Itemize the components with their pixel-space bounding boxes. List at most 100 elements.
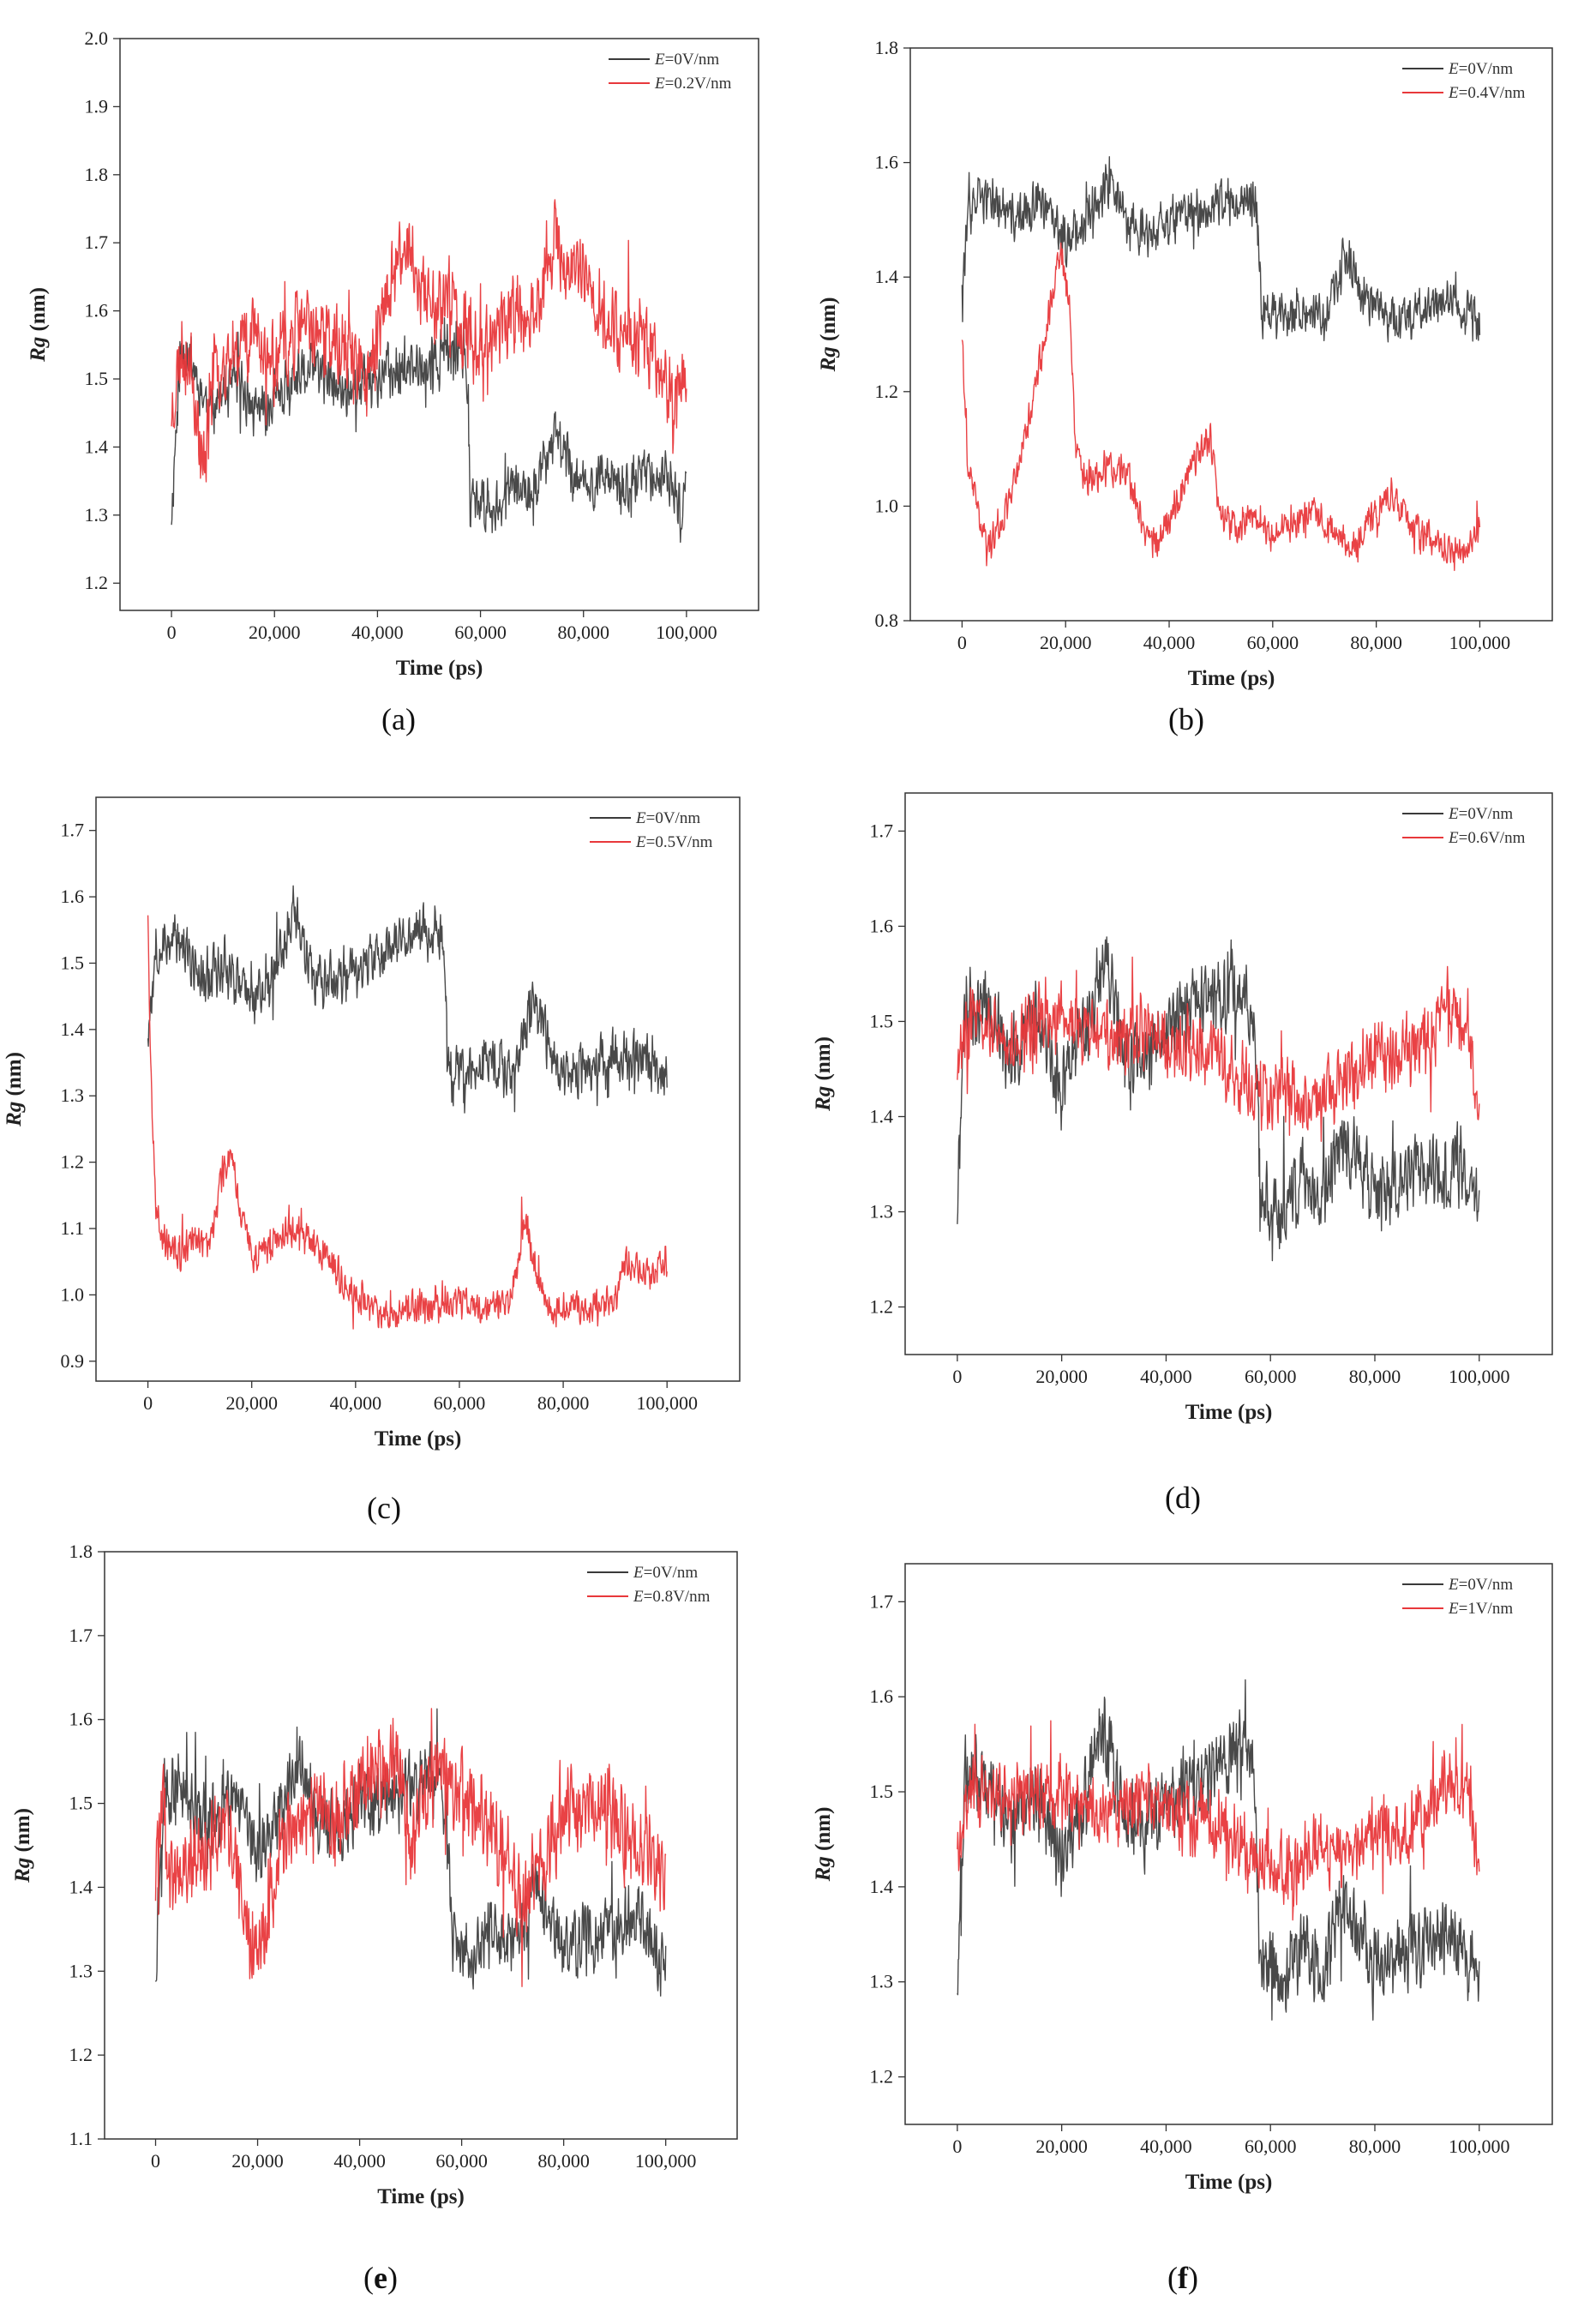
chart-c-y-axis-title-unit: (nm) bbox=[3, 1052, 26, 1102]
caption-f-open: ( bbox=[1167, 2261, 1178, 2295]
chart-b-frame bbox=[909, 47, 1553, 622]
chart-c-series-0-line bbox=[147, 885, 668, 1114]
chart-b-y-tick-label-4: 1.6 bbox=[875, 152, 899, 173]
chart-d-x-tick-label-0: 0 bbox=[952, 1366, 962, 1387]
chart-a-x-axis-title: Time (ps) bbox=[396, 657, 483, 680]
chart-b-legend-value-0: =0V/nm bbox=[1459, 60, 1514, 78]
chart-a-y-axis-title: Rg (nm) bbox=[27, 287, 50, 363]
chart-c-y-tick-label-1: 1.0 bbox=[61, 1283, 85, 1305]
chart-a-y-tick-label-0: 1.2 bbox=[85, 572, 109, 593]
chart-f-frame bbox=[904, 1563, 1553, 2125]
chart-c-y-axis-title-symbol: Rg bbox=[3, 1102, 26, 1127]
chart-e-legend-label-0: E=0V/nm bbox=[633, 1564, 698, 1582]
chart-e-x-tick-label-5: 100,000 bbox=[635, 2150, 697, 2172]
chart-c-y-tick-label-5: 1.4 bbox=[61, 1018, 85, 1040]
chart-e-series-0-line bbox=[154, 1708, 667, 1997]
caption-b-letter: b bbox=[1179, 702, 1194, 736]
caption-b: (b) bbox=[1135, 701, 1238, 737]
chart-d-y-axis-title-symbol: Rg bbox=[812, 1086, 835, 1112]
chart-c-x-tick-label-2: 40,000 bbox=[330, 1392, 382, 1414]
chart-b-y-tick-label-1: 1.0 bbox=[875, 495, 899, 516]
chart-e-legend-symbol-0: E bbox=[633, 1564, 644, 1582]
chart-a-frame bbox=[119, 38, 759, 611]
chart-b-x-tick-label-4: 80,000 bbox=[1350, 632, 1402, 653]
chart-c-y-axis-title: Rg (nm) bbox=[3, 1052, 26, 1127]
chart-c-frame bbox=[95, 796, 741, 1382]
chart-f-series-0-line bbox=[957, 1679, 1480, 2021]
chart-e-y-tick-label-3: 1.4 bbox=[69, 1876, 93, 1897]
chart-e-x-tick-label-1: 20,000 bbox=[231, 2150, 284, 2172]
chart-b-y-tick-label-0: 0.8 bbox=[875, 610, 899, 631]
chart-a-y-tick-label-5: 1.7 bbox=[85, 231, 109, 253]
chart-b-y-tick-label-3: 1.4 bbox=[875, 266, 899, 287]
chart-b-y-axis-title-symbol: Rg bbox=[817, 346, 840, 372]
chart-e-y-tick-label-7: 1.8 bbox=[69, 1541, 93, 1562]
chart-e-y-tick-label-4: 1.5 bbox=[69, 1793, 93, 1814]
chart-e-legend-symbol-1: E bbox=[633, 1588, 644, 1606]
caption-b-close: ) bbox=[1194, 702, 1204, 736]
chart-b-svg: 0 20,000 40,000 60,000 80,000 100,000 0.8 1.0 1.… bbox=[817, 37, 1553, 690]
chart-f-y-tick-label-0: 1.2 bbox=[870, 2066, 894, 2088]
chart-b-legend-label-0: E=0V/nm bbox=[1448, 60, 1513, 78]
chart-d-x-tick-label-2: 40,000 bbox=[1140, 1366, 1192, 1387]
chart-a-y-axis-title-unit: (nm) bbox=[27, 287, 50, 337]
chart-a-x-tick-label-1: 20,000 bbox=[249, 622, 301, 643]
chart-b-y-tick-label-5: 1.8 bbox=[875, 37, 899, 58]
chart-f-x-tick-label-5: 100,000 bbox=[1449, 2136, 1510, 2157]
caption-d: (d) bbox=[1131, 1480, 1234, 1516]
chart-e-y-axis-title-unit: (nm) bbox=[11, 1808, 34, 1858]
chart-e-y-tick-label-0: 1.1 bbox=[69, 2128, 93, 2149]
chart-d-y-axis-title: Rg (nm) bbox=[812, 1036, 835, 1112]
caption-e-open: ( bbox=[363, 2261, 374, 2295]
chart-f-y-axis-title-symbol: Rg bbox=[812, 1856, 835, 1882]
chart-d-x-axis-title: Time (ps) bbox=[1185, 1401, 1273, 1424]
chart-d-legend-symbol-0: E bbox=[1448, 805, 1459, 823]
chart-a-x-tick-label-3: 60,000 bbox=[454, 622, 507, 643]
chart-e-y-tick-label-5: 1.6 bbox=[69, 1709, 93, 1730]
chart-f-x-tick-label-2: 40,000 bbox=[1140, 2136, 1192, 2157]
chart-a-x-tick-label-5: 100,000 bbox=[656, 622, 717, 643]
chart-c-legend-label-0: E=0V/nm bbox=[635, 809, 700, 827]
caption-d-letter: d bbox=[1175, 1481, 1191, 1515]
chart-panel-b: 0 20,000 40,000 60,000 80,000 100,000 0.8 1.0 1.… bbox=[798, 0, 1596, 754]
chart-b-y-tick-label-2: 1.2 bbox=[875, 381, 899, 402]
chart-a-y-tick-label-4: 1.6 bbox=[85, 300, 109, 321]
chart-d-legend-value-0: =0V/nm bbox=[1459, 805, 1514, 823]
chart-f-y-axis-title-unit: (nm) bbox=[812, 1807, 835, 1857]
chart-e-legend-value-1: =0.8V/nm bbox=[644, 1588, 711, 1606]
chart-e-legend-label-1: E=0.8V/nm bbox=[633, 1588, 711, 1606]
chart-a-y-tick-label-7: 1.9 bbox=[85, 95, 109, 117]
chart-b-series-0-line bbox=[961, 156, 1481, 343]
chart-b-x-tick-label-1: 20,000 bbox=[1040, 632, 1092, 653]
chart-d-x-tick-label-4: 80,000 bbox=[1349, 1366, 1401, 1387]
chart-e-y-axis-title-symbol: Rg bbox=[11, 1858, 34, 1883]
chart-f-y-tick-label-3: 1.5 bbox=[870, 1781, 894, 1802]
chart-d-y-tick-label-3: 1.5 bbox=[870, 1010, 894, 1031]
chart-a-x-tick-label-2: 40,000 bbox=[351, 622, 404, 643]
caption-c-letter: c bbox=[377, 1491, 391, 1525]
chart-a-y-tick-label-2: 1.4 bbox=[85, 436, 109, 457]
chart-panel-d: 0 20,000 40,000 60,000 80,000 100,000 1.2 1.3 1.… bbox=[798, 754, 1596, 1526]
chart-b-x-tick-label-5: 100,000 bbox=[1449, 632, 1511, 653]
chart-b-y-axis-title-unit: (nm) bbox=[817, 297, 840, 347]
chart-d-frame bbox=[904, 792, 1553, 1355]
chart-c-legend-value-0: =0V/nm bbox=[646, 809, 701, 827]
chart-f-x-tick-label-4: 80,000 bbox=[1349, 2136, 1401, 2157]
chart-d-y-tick-label-4: 1.6 bbox=[870, 915, 894, 936]
chart-c-y-tick-label-8: 1.7 bbox=[61, 820, 85, 841]
caption-a-letter: a bbox=[392, 702, 405, 736]
chart-c-legend-value-1: =0.5V/nm bbox=[646, 833, 713, 851]
chart-d-x-tick-label-5: 100,000 bbox=[1449, 1366, 1510, 1387]
chart-c-y-tick-label-4: 1.3 bbox=[61, 1084, 85, 1106]
caption-f-close: ) bbox=[1188, 2261, 1198, 2295]
chart-a-series-0-line bbox=[171, 317, 687, 544]
chart-panel-f: 0 20,000 40,000 60,000 80,000 100,000 1.2 1.3 1.… bbox=[798, 1526, 1596, 2301]
caption-c: (c) bbox=[333, 1490, 435, 1526]
chart-c-x-tick-label-1: 20,000 bbox=[225, 1392, 278, 1414]
chart-c-legend-symbol-1: E bbox=[635, 833, 646, 851]
chart-c-x-axis-title: Time (ps) bbox=[375, 1427, 462, 1451]
chart-b-legend-symbol-1: E bbox=[1448, 84, 1459, 102]
chart-a-svg: 0 20,000 40,000 60,000 80,000 100,000 1.2 1.3 1.… bbox=[27, 27, 759, 680]
chart-d-svg: 0 20,000 40,000 60,000 80,000 100,000 1.2 1.3 1.… bbox=[812, 792, 1553, 1424]
chart-a-legend-value-0: =0V/nm bbox=[665, 51, 720, 69]
